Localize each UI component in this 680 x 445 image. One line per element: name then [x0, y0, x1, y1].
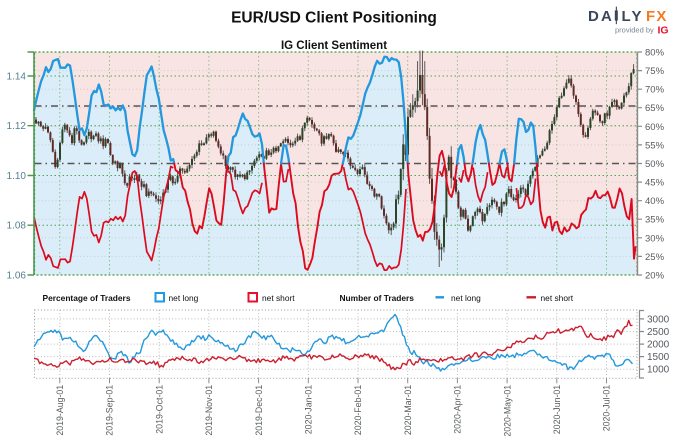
svg-text:DA: DA: [588, 8, 614, 25]
svg-text:65%: 65%: [645, 103, 665, 114]
svg-text:50%: 50%: [645, 159, 665, 170]
svg-text:2019-Oct-01: 2019-Oct-01: [154, 385, 164, 434]
svg-text:1000: 1000: [647, 365, 670, 376]
svg-text:net long: net long: [169, 293, 199, 303]
svg-text:1.12: 1.12: [7, 121, 27, 132]
svg-text:2500: 2500: [647, 327, 670, 338]
svg-text:EUR/USD Client Positioning: EUR/USD Client Positioning: [231, 10, 437, 27]
svg-text:40%: 40%: [645, 196, 665, 207]
svg-text:2020-Jan-01: 2020-Jan-01: [304, 385, 314, 435]
svg-text:2020-Apr-01: 2020-Apr-01: [453, 385, 463, 434]
svg-text:IG Client Sentiment: IG Client Sentiment: [281, 40, 387, 52]
svg-text:25%: 25%: [645, 252, 665, 263]
svg-text:2019-Dec-01: 2019-Dec-01: [254, 385, 264, 436]
svg-text:1.06: 1.06: [7, 271, 27, 282]
svg-text:1500: 1500: [647, 352, 670, 363]
svg-text:2000: 2000: [647, 340, 670, 351]
svg-text:Number of Traders: Number of Traders: [340, 293, 415, 303]
svg-text:LY: LY: [622, 8, 644, 25]
svg-text:net long: net long: [451, 293, 481, 303]
svg-text:Percentage of Traders: Percentage of Traders: [43, 293, 131, 303]
svg-text:1.08: 1.08: [7, 221, 27, 232]
svg-text:1.14: 1.14: [7, 72, 27, 83]
svg-text:70%: 70%: [645, 85, 665, 96]
svg-text:60%: 60%: [645, 122, 665, 133]
svg-text:1.10: 1.10: [7, 171, 27, 182]
svg-text:80%: 80%: [645, 48, 665, 59]
svg-text:2020-Mar-01: 2020-Mar-01: [403, 385, 413, 435]
svg-text:2020-Jul-01: 2020-Jul-01: [602, 385, 612, 432]
svg-text:55%: 55%: [645, 140, 665, 151]
svg-text:2020-Feb-01: 2020-Feb-01: [353, 385, 363, 435]
svg-text:2019-Sep-01: 2019-Sep-01: [105, 385, 115, 436]
svg-text:3000: 3000: [647, 314, 670, 325]
svg-text:IG: IG: [658, 25, 669, 37]
svg-text:2020-Jun-01: 2020-Jun-01: [552, 385, 562, 435]
svg-text:75%: 75%: [645, 66, 665, 77]
svg-text:45%: 45%: [645, 178, 665, 189]
svg-text:2019-Nov-01: 2019-Nov-01: [204, 385, 214, 436]
svg-text:FX: FX: [646, 8, 668, 25]
svg-text:provided by: provided by: [615, 26, 654, 35]
svg-text:2019-Aug-01: 2019-Aug-01: [55, 385, 65, 436]
svg-text:35%: 35%: [645, 215, 665, 226]
svg-text:20%: 20%: [645, 271, 665, 282]
svg-text:30%: 30%: [645, 233, 665, 244]
svg-text:2020-May-01: 2020-May-01: [502, 385, 512, 437]
svg-text:net short: net short: [262, 293, 295, 303]
svg-text:net short: net short: [541, 293, 574, 303]
